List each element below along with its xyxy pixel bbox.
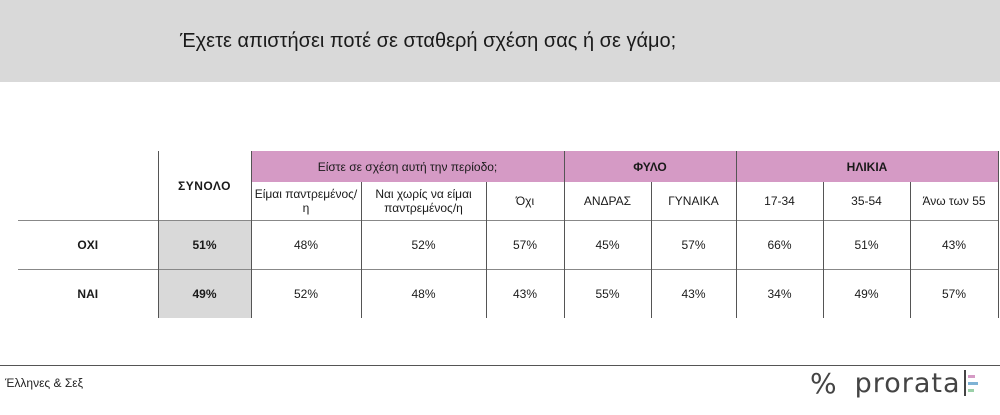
table-cell: 57%: [909, 269, 999, 318]
table-cell: 45%: [563, 220, 652, 270]
table-cell: 51%: [822, 220, 911, 270]
title-bar: Έχετε απιστήσει ποτέ σε σταθερή σχέση σα…: [0, 0, 1000, 82]
table-row: ΟΧΙ 51% 48% 52% 57% 45% 57% 66% 51% 43%: [18, 220, 999, 270]
table-cell: 52%: [360, 220, 487, 270]
page-title: Έχετε απιστήσει ποτέ σε σταθερή σχέση σα…: [180, 30, 677, 52]
group-header-row: ΣΥΝΟΛΟ Είστε σε σχέση αυτή την περίοδο; …: [18, 151, 999, 221]
brand-bars-icon: [963, 370, 978, 396]
table-cell: 48%: [360, 269, 487, 318]
table-cell: 57%: [650, 220, 737, 270]
total-header: ΣΥΝΟΛΟ: [157, 151, 251, 221]
col-header-unmarried: Ναι χωρίς να είμαι παντρεμένος/η: [360, 182, 487, 221]
table-cell: 52%: [250, 269, 362, 318]
brand-logo: % prorata: [810, 366, 978, 400]
col-header-age-17-34: 17-34: [735, 182, 824, 221]
group-header-relationship: Είστε σε σχέση αυτή την περίοδο;: [250, 151, 565, 182]
col-header-male: ΑΝΔΡΑΣ: [563, 182, 652, 221]
col-header-female: ΓΥΝΑΙΚΑ: [650, 182, 737, 221]
col-header-age-55-plus: Άνω των 55: [909, 182, 999, 221]
table-cell: 43%: [909, 220, 999, 270]
table-cell: 48%: [250, 220, 362, 270]
row-label: ΟΧΙ: [18, 220, 158, 270]
footer-source: Έλληνες & Σεξ: [5, 376, 84, 390]
row-label: ΝΑΙ: [18, 269, 158, 318]
table-cell: 43%: [650, 269, 737, 318]
table-cell: 55%: [563, 269, 652, 318]
table-cell: 66%: [735, 220, 824, 270]
total-value: 49%: [157, 269, 252, 318]
brand-name: prorata: [854, 367, 961, 399]
table-cell: 43%: [485, 269, 565, 318]
group-header-gender: ΦΥΛΟ: [563, 151, 737, 182]
corner-cell: [18, 151, 158, 221]
survey-table: ΣΥΝΟΛΟ Είστε σε σχέση αυτή την περίοδο; …: [18, 151, 999, 318]
col-header-married: Είμαι παντρεμένος/η: [250, 182, 362, 221]
table-cell: 57%: [485, 220, 565, 270]
table-cell: 49%: [822, 269, 911, 318]
table-cell: 34%: [735, 269, 824, 318]
group-header-age: ΗΛΙΚΙΑ: [735, 151, 999, 182]
footer-divider: [0, 365, 1000, 366]
table-row: ΝΑΙ 49% 52% 48% 43% 55% 43% 34% 49% 57%: [18, 269, 999, 318]
total-value: 51%: [157, 220, 252, 270]
percent-icon: %: [810, 366, 837, 400]
sub-header-row: Είμαι παντρεμένος/η Ναι χωρίς να είμαι π…: [18, 182, 999, 221]
col-header-no-relationship: Όχι: [485, 182, 565, 221]
col-header-age-35-54: 35-54: [822, 182, 911, 221]
